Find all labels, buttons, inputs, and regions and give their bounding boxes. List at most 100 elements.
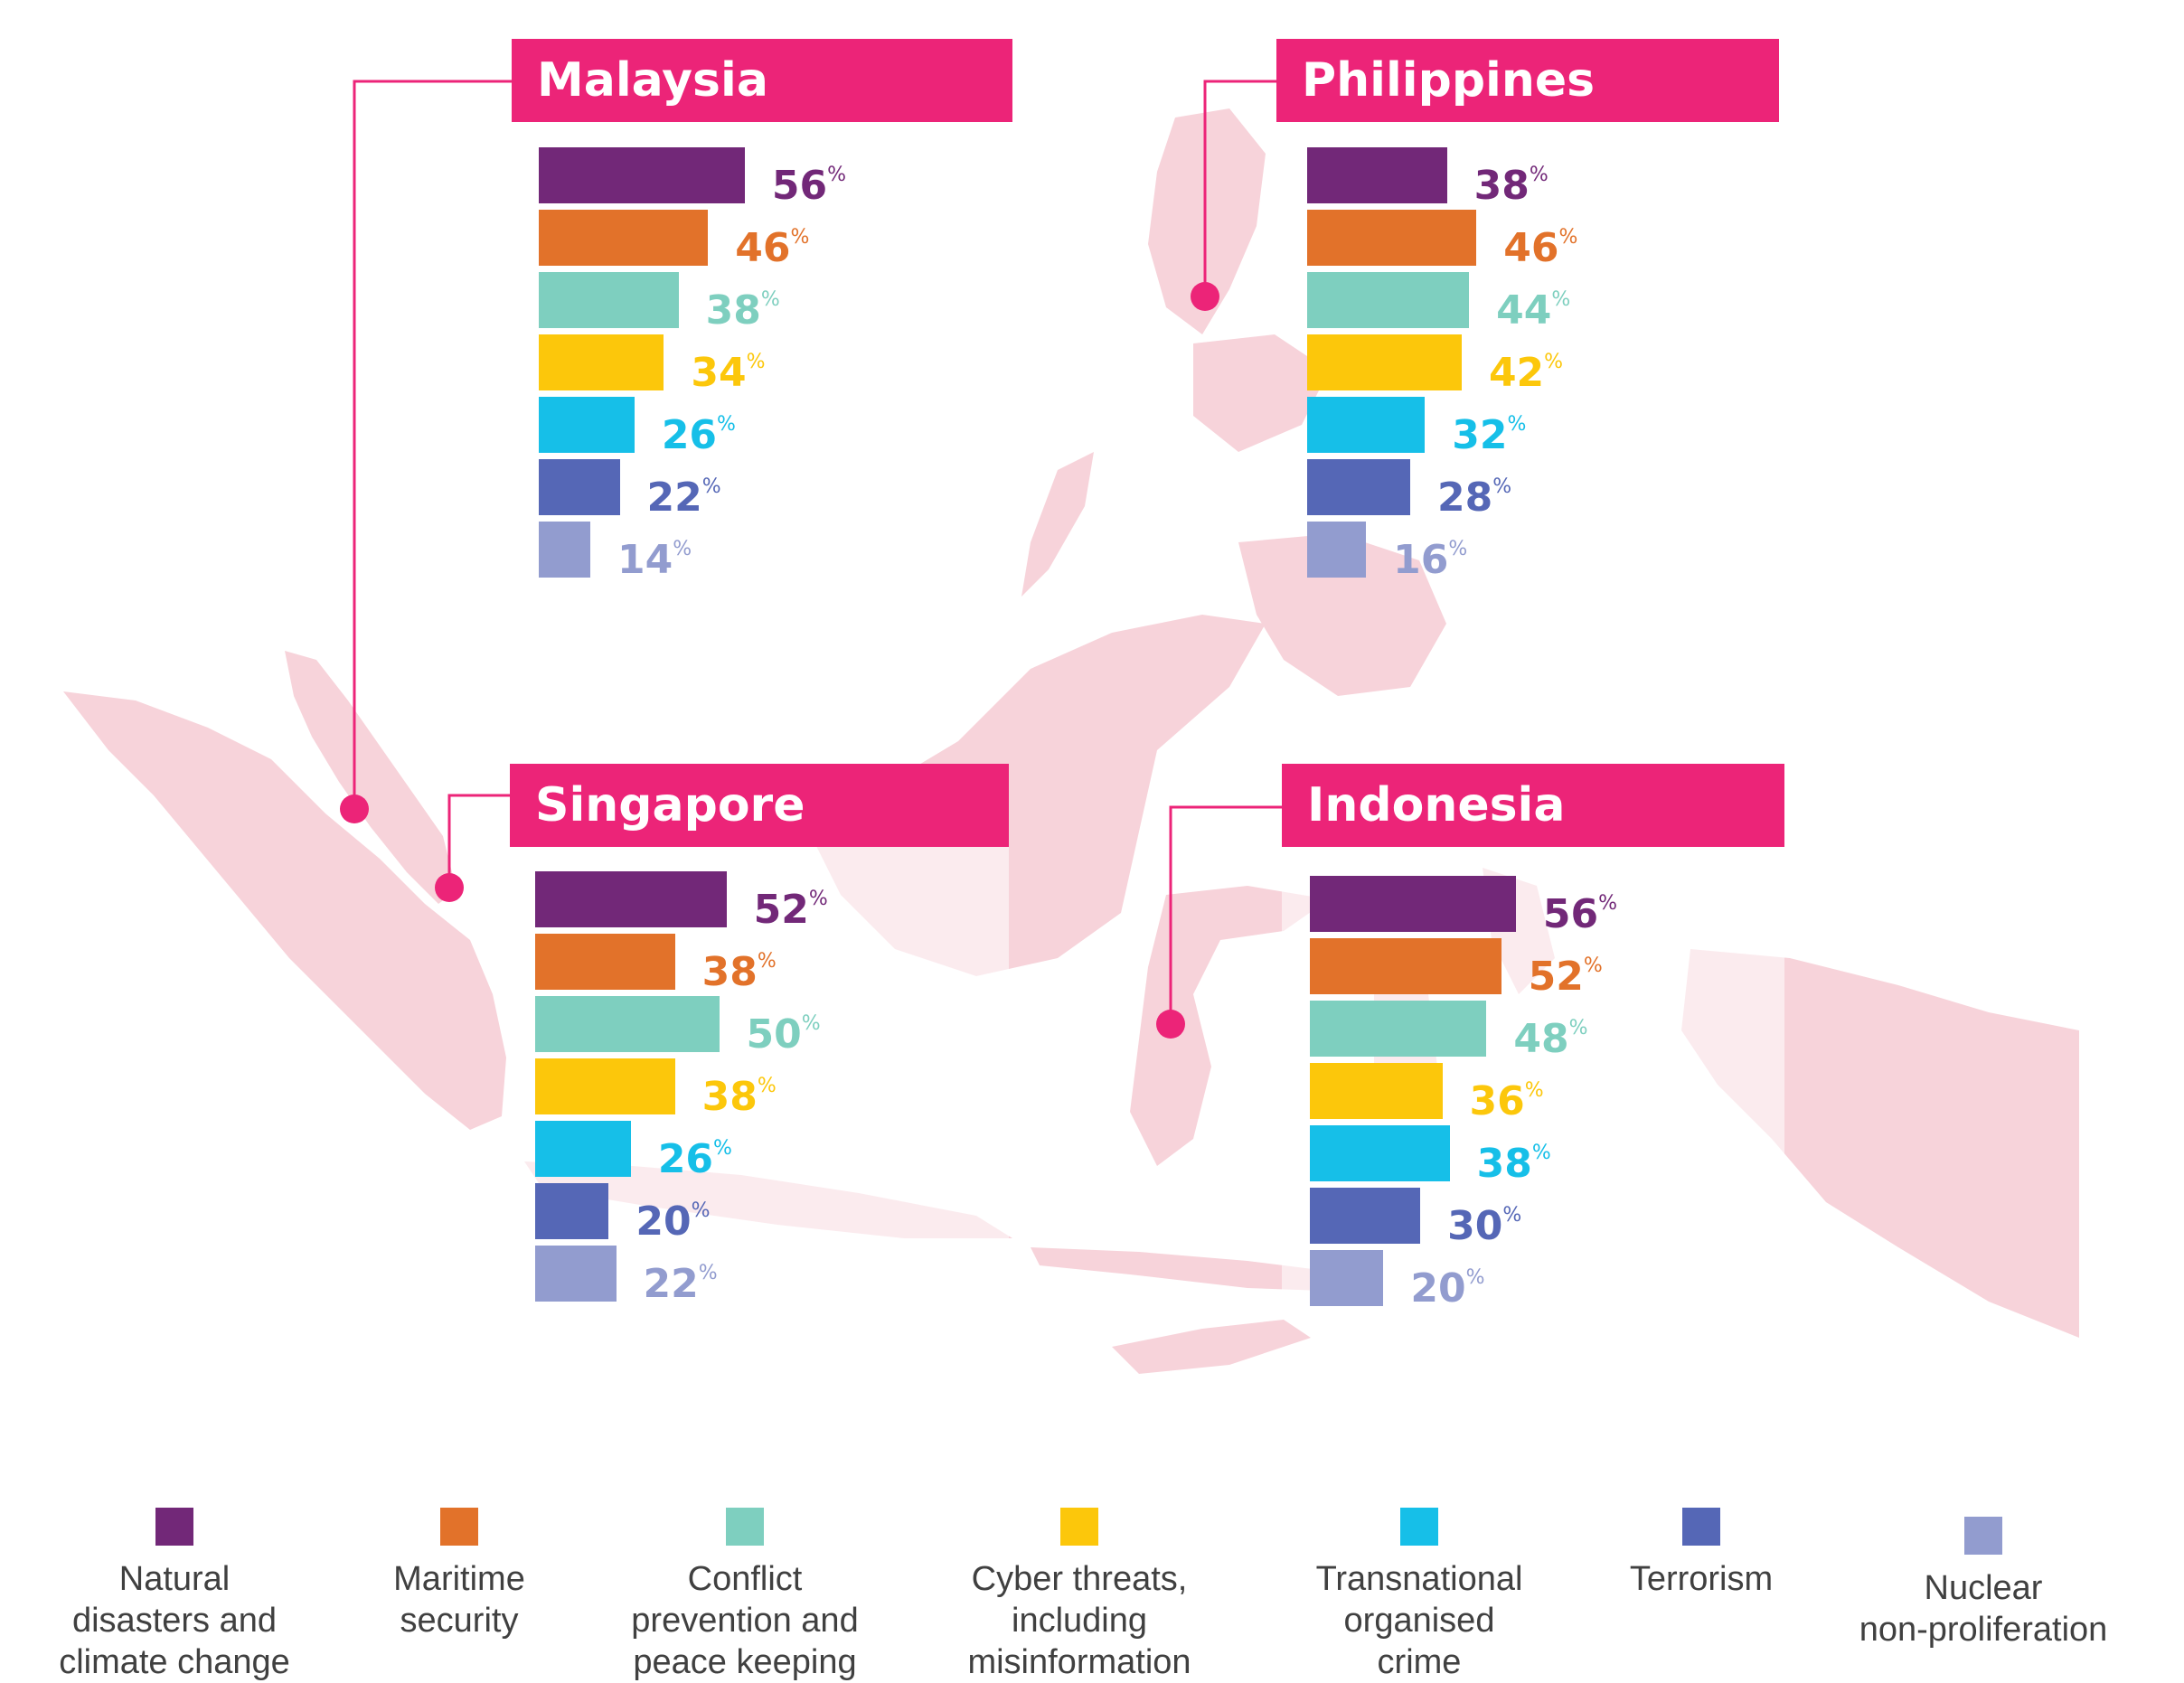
legend-label-nuclear: Nuclear non-proliferation <box>1859 1569 2108 1649</box>
bar-value-label: 38% <box>702 1058 777 1125</box>
leader-line-malaysia <box>353 80 512 809</box>
value-number: 22 <box>646 475 702 521</box>
value-number: 14 <box>617 537 673 583</box>
bar-conflict <box>1310 1001 1487 1057</box>
bar-value-label: 52% <box>754 871 828 938</box>
value-unit: % <box>1531 1142 1551 1164</box>
legend-swatch-terrorism <box>1682 1508 1720 1546</box>
legend-swatch-natural <box>155 1508 193 1546</box>
bar-terrorism <box>1307 459 1410 515</box>
bar-terrorism <box>535 1183 609 1239</box>
value-number: 26 <box>661 412 718 458</box>
value-number: 16 <box>1393 537 1449 583</box>
bar-transnational <box>535 1121 631 1177</box>
bar-value-label: 14% <box>617 522 692 588</box>
value-unit: % <box>1524 1079 1544 1102</box>
bar-value-label: 48% <box>1513 1001 1587 1067</box>
bar-natural <box>539 147 745 203</box>
value-number: 48 <box>1513 1016 1569 1062</box>
map-malay-peninsula <box>285 651 457 904</box>
legend-swatch-maritime <box>440 1508 478 1546</box>
panel-singapore: Singapore 52% 38% 50% 38% 26% 20% 22% <box>510 764 1009 1307</box>
bar-nuclear <box>535 1246 617 1302</box>
panel-malaysia: Malaysia 56% 46% 38% 34% 26% 22% 14% <box>512 39 1012 583</box>
value-unit: % <box>1529 164 1549 186</box>
value-number: 38 <box>701 1074 758 1120</box>
bar-transnational <box>1310 1125 1450 1181</box>
bar-natural <box>1307 147 1447 203</box>
bar-value-label: 56% <box>772 147 846 214</box>
bar-cyber <box>539 334 664 390</box>
legend-label-natural: Natural disasters and climate change <box>59 1560 290 1681</box>
legend: Natural disasters and climate change Mari… <box>0 1508 2184 1681</box>
value-unit: % <box>757 1075 777 1097</box>
value-unit: % <box>808 888 828 910</box>
map-luzon <box>1148 108 1266 334</box>
bar-terrorism <box>1310 1188 1421 1244</box>
bar-cyber <box>535 1058 675 1114</box>
value-number: 38 <box>705 287 761 334</box>
value-number: 26 <box>657 1136 714 1182</box>
map-mindanao <box>1238 533 1446 696</box>
value-number: 20 <box>1410 1265 1466 1312</box>
panel-title: Singapore <box>510 764 1009 847</box>
value-unit: % <box>1598 892 1618 915</box>
bar-value-label: 20% <box>1410 1250 1484 1317</box>
map-visayas <box>1193 334 1329 452</box>
bar-value-label: 38% <box>702 934 777 1001</box>
value-number: 30 <box>1447 1203 1503 1249</box>
bar-value-label: 52% <box>1529 938 1603 1005</box>
value-unit: % <box>1502 1204 1522 1227</box>
bar-natural <box>535 871 727 927</box>
legend-swatch-nuclear <box>1964 1517 2002 1555</box>
bar-maritime <box>535 934 675 990</box>
legend-label-conflict: Conflict prevention and peace keeping <box>631 1560 859 1681</box>
bar-transnational <box>539 397 635 453</box>
bar-nuclear <box>1310 1250 1384 1306</box>
bar-value-label: 22% <box>644 1246 718 1312</box>
bar-value-label: 22% <box>647 459 721 526</box>
value-number: 36 <box>1469 1078 1525 1124</box>
legend-swatch-transnational <box>1400 1508 1438 1546</box>
bar-value-label: 56% <box>1543 876 1617 943</box>
bar-terrorism <box>539 459 620 515</box>
value-unit: % <box>673 538 692 560</box>
value-number: 28 <box>1436 475 1493 521</box>
value-unit: % <box>713 1137 732 1160</box>
value-number: 50 <box>746 1011 802 1058</box>
bar-value-label: 46% <box>1503 210 1577 277</box>
leader-line-indonesia <box>1169 805 1282 1024</box>
value-number: 52 <box>753 887 809 933</box>
location-dot-indonesia <box>1156 1010 1185 1039</box>
bar-value-label: 44% <box>1496 272 1570 339</box>
bar-value-label: 50% <box>747 996 821 1063</box>
map-timor <box>1112 1320 1311 1374</box>
bar-value-label: 16% <box>1393 522 1467 588</box>
value-number: 34 <box>691 350 747 396</box>
value-unit: % <box>760 288 780 311</box>
value-unit: % <box>717 413 736 436</box>
bar-nuclear <box>539 522 590 578</box>
bar-value-label: 20% <box>635 1183 710 1250</box>
bar-value-label: 34% <box>691 334 765 401</box>
panel-title: Philippines <box>1276 39 1779 122</box>
legend-swatch-cyber <box>1060 1508 1098 1546</box>
map-sulawesi <box>1130 886 1329 1166</box>
value-unit: % <box>746 351 766 373</box>
bar-cyber <box>1310 1063 1443 1119</box>
leader-line-singapore <box>447 794 510 888</box>
value-unit: % <box>801 1012 821 1035</box>
value-number: 44 <box>1496 287 1552 334</box>
bar-value-label: 36% <box>1470 1063 1544 1130</box>
value-unit: % <box>1492 475 1512 498</box>
legend-label-terrorism: Terrorism <box>1629 1560 1774 1598</box>
bar-maritime <box>539 210 709 266</box>
value-unit: % <box>1465 1266 1485 1289</box>
value-unit: % <box>701 475 721 498</box>
bar-natural <box>1310 876 1516 932</box>
leader-line-philippines <box>1203 80 1276 296</box>
value-number: 52 <box>1528 954 1584 1000</box>
bar-value-label: 32% <box>1452 397 1526 464</box>
bar-nuclear <box>1307 522 1367 578</box>
